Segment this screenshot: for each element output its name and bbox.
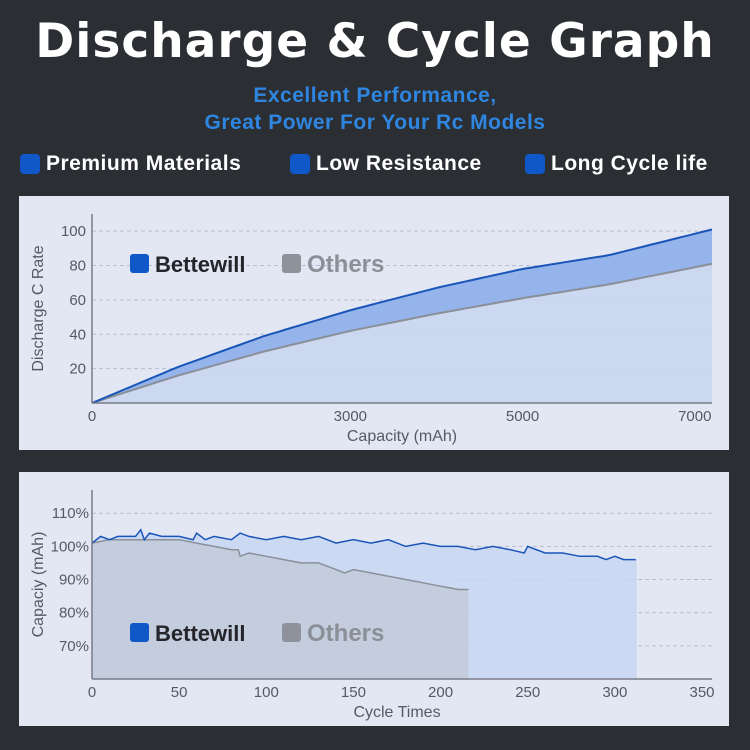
legend-bettewill-swatch — [130, 623, 149, 642]
legend-others-swatch — [282, 254, 301, 273]
feature-bullet-icon — [20, 154, 40, 174]
y-axis-label: Capaciy (mAh) — [30, 532, 47, 638]
y-tick-label: 90% — [59, 572, 89, 589]
x-tick-label: 3000 — [334, 408, 367, 425]
x-tick-label: 0 — [88, 408, 96, 425]
x-tick-label: 350 — [689, 684, 714, 701]
x-axis-label: Cycle Times — [353, 704, 440, 721]
x-tick-label: 300 — [602, 684, 627, 701]
legend-bettewill-label: Bettewill — [155, 621, 245, 646]
x-tick-label: 100 — [254, 684, 279, 701]
feature-label: Premium Materials — [46, 152, 242, 175]
y-tick-label: 80% — [59, 605, 89, 622]
others-line — [91, 538, 469, 591]
feature-long-cycle-life: Long Cycle life — [525, 152, 708, 176]
legend-others-swatch — [282, 623, 301, 642]
feature-bullet-icon — [290, 154, 310, 174]
y-tick-label: 100 — [61, 223, 86, 240]
x-tick-label: 50 — [171, 684, 188, 701]
page-title: Discharge & Cycle Graph — [35, 14, 715, 69]
others-area — [92, 539, 469, 679]
legend-others-label: Others — [307, 251, 384, 278]
feature-label: Long Cycle life — [551, 152, 708, 175]
bettewill-line — [91, 228, 713, 404]
discharge-chart-panel: 20 40 60 80 100 0 3000 5000 7000 Capacity (mAh) Di… — [19, 196, 729, 450]
y-tick-label: 110% — [52, 505, 89, 522]
y-tick-label: 100% — [51, 538, 89, 555]
others-area — [92, 263, 712, 403]
x-tick-label: 5000 — [506, 408, 539, 425]
y-tick-label: 40 — [69, 326, 86, 343]
feature-premium-materials: Premium Materials — [20, 152, 241, 176]
feature-list: Premium Materials Low Resistance Long Cy… — [0, 152, 750, 180]
others-line — [91, 262, 713, 404]
x-tick-label: 0 — [88, 684, 96, 701]
subtitle-line-2: Great Power For Your Rc Models — [204, 111, 546, 134]
y-axis-label: Discharge C Rate — [30, 245, 47, 371]
y-tick-label: 20 — [69, 361, 86, 378]
y-tick-label: 70% — [59, 638, 89, 655]
cycle-chart-panel: 70% 80% 90% 100% 110% 0 50 100 150 200 250 300 350 Cy… — [19, 472, 729, 726]
y-tick-label: 60 — [69, 292, 86, 309]
gap-area — [92, 229, 712, 403]
bettewill-line — [91, 528, 636, 561]
feature-low-resistance: Low Resistance — [290, 152, 482, 176]
subtitle-line-1: Excellent Performance, — [253, 84, 497, 107]
x-axis-label: Capacity (mAh) — [347, 428, 457, 445]
feature-label: Low Resistance — [316, 152, 482, 175]
y-tick-label: 80 — [69, 258, 86, 275]
feature-bullet-icon — [525, 154, 545, 174]
x-tick-label: 250 — [515, 684, 540, 701]
x-tick-label: 200 — [428, 684, 453, 701]
legend-bettewill-label: Bettewill — [155, 252, 245, 277]
x-tick-label: 150 — [341, 684, 366, 701]
x-tick-label: 7000 — [678, 408, 711, 425]
legend-others-label: Others — [307, 620, 384, 647]
cycle-chart: 70% 80% 90% 100% 110% 0 50 100 150 200 250 300 350 Cy… — [30, 490, 715, 721]
legend-bettewill-swatch — [130, 254, 149, 273]
